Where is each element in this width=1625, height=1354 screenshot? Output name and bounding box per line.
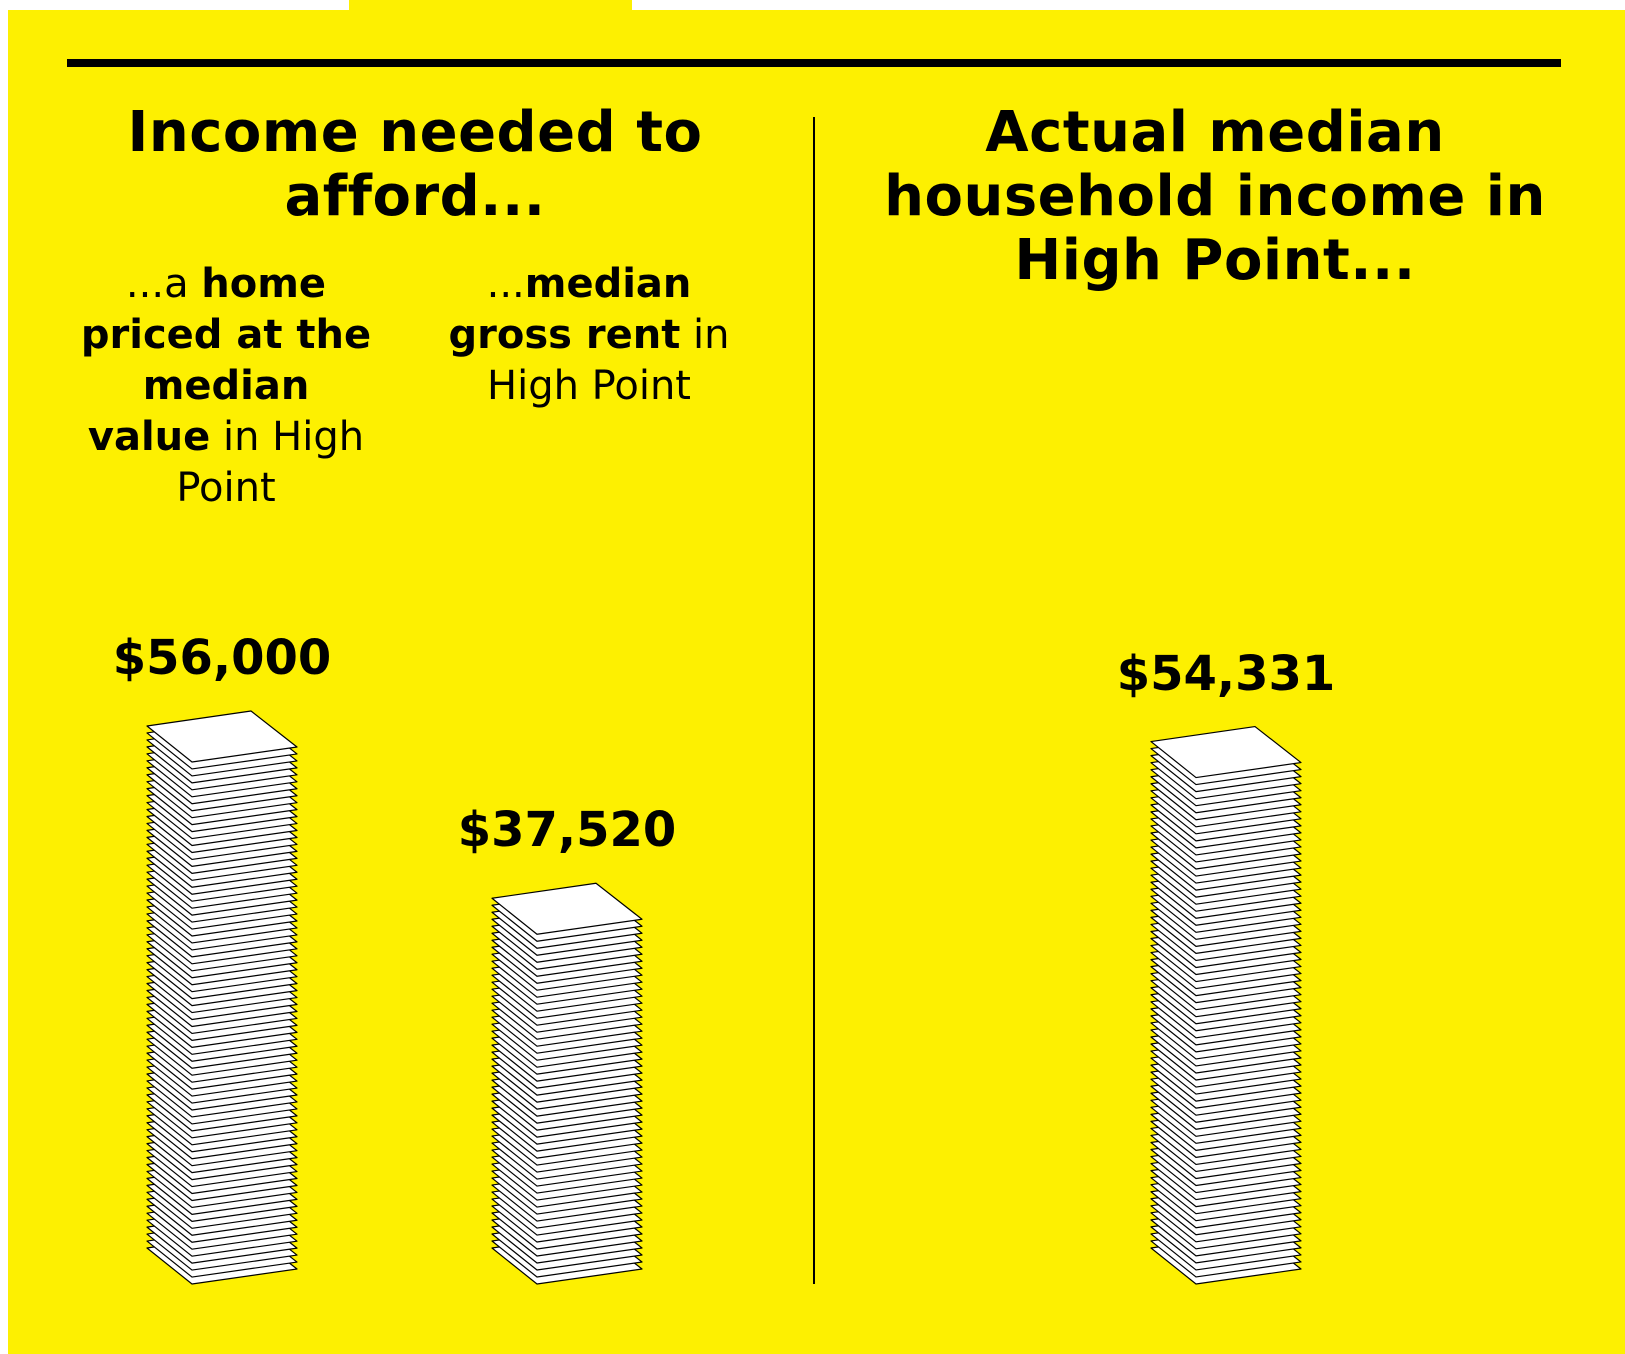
category-label-part: ...: [486, 261, 525, 307]
category-label: ...median gross rent in High Point: [439, 259, 739, 412]
value-label: $37,520: [457, 802, 677, 859]
paper-sheet: [146, 710, 298, 763]
paper-sheet: [1150, 725, 1302, 779]
background-tab: [349, 0, 632, 12]
value-label: $56,000: [112, 630, 332, 686]
category-label-part: home priced at the median value: [80, 261, 372, 460]
paper-stack: [491, 882, 643, 1285]
paper-sheet: [491, 882, 643, 935]
category-label-part: in High Point: [176, 414, 365, 511]
category-label-part: in High Point: [487, 312, 730, 409]
paper-stack: [1150, 725, 1302, 1285]
divider: [813, 117, 815, 1284]
category-label-part: median gross rent: [448, 261, 692, 358]
category-label-part: ...a: [125, 261, 202, 307]
paper-stack: [146, 710, 298, 1285]
category-label: ...a home priced at the median value in …: [76, 259, 376, 514]
value-label: $54,331: [1116, 645, 1336, 702]
top-rule: [67, 59, 1561, 67]
left-title: Income needed to afford...: [127, 100, 703, 229]
right-title: Actual median household income in High P…: [884, 100, 1546, 293]
